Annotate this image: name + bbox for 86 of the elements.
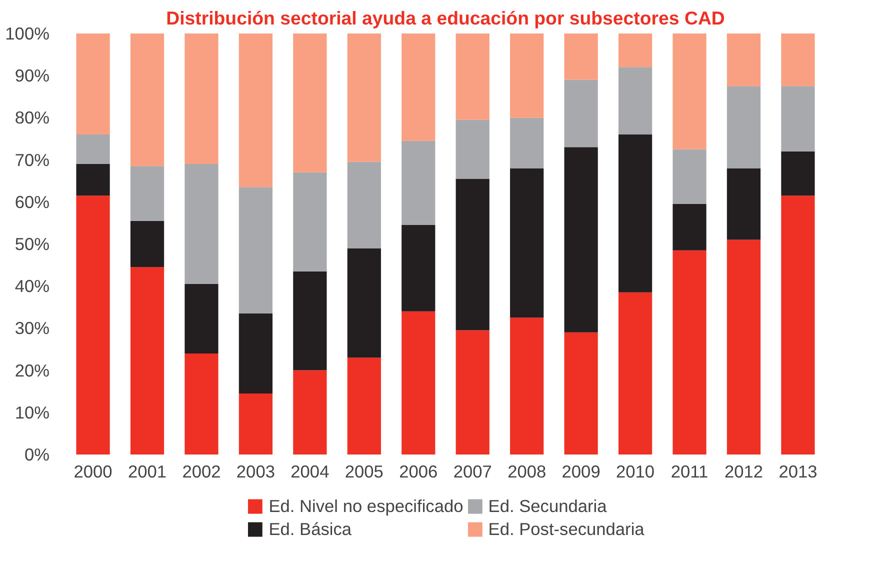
bar bbox=[726, 86, 761, 168]
bar bbox=[238, 393, 273, 454]
bar bbox=[130, 166, 164, 221]
y-tick-label: 100% bbox=[5, 24, 50, 44]
x-tick-label: 2005 bbox=[344, 462, 384, 482]
y-tick-label: 20% bbox=[14, 360, 50, 380]
bar bbox=[402, 34, 436, 141]
bar bbox=[130, 267, 164, 454]
x-tick-label: 2002 bbox=[182, 462, 221, 482]
bar bbox=[672, 34, 706, 150]
bar bbox=[564, 34, 598, 80]
bar bbox=[347, 34, 381, 162]
bar bbox=[510, 168, 544, 318]
bar bbox=[238, 187, 273, 314]
legend-label: Ed. Secundaria bbox=[488, 496, 607, 516]
bar bbox=[618, 34, 652, 68]
bar bbox=[76, 134, 110, 164]
bar bbox=[347, 358, 381, 454]
x-tick-label: 2013 bbox=[778, 462, 818, 482]
bar bbox=[564, 147, 598, 332]
y-tick-label: 30% bbox=[14, 318, 50, 338]
bar bbox=[564, 332, 598, 454]
y-tick-label: 40% bbox=[14, 276, 50, 296]
bar bbox=[76, 164, 110, 196]
legend-label: Ed. Post-secundaria bbox=[488, 518, 644, 540]
bar bbox=[130, 34, 164, 166]
y-tick-label: 80% bbox=[14, 108, 50, 128]
bar bbox=[456, 330, 490, 454]
bar bbox=[402, 311, 436, 454]
bar bbox=[184, 353, 218, 454]
bar bbox=[510, 34, 544, 118]
bar bbox=[726, 240, 761, 454]
y-tick-label: 0% bbox=[24, 444, 50, 464]
bar bbox=[781, 151, 815, 196]
bar bbox=[781, 86, 815, 152]
bar bbox=[456, 178, 490, 330]
bar bbox=[347, 248, 381, 358]
bar bbox=[672, 250, 706, 454]
bar bbox=[510, 318, 544, 454]
y-tick-label: 60% bbox=[14, 192, 50, 212]
bar bbox=[293, 172, 327, 272]
bar bbox=[293, 34, 327, 172]
x-tick-label: 2001 bbox=[128, 462, 167, 482]
bar bbox=[347, 162, 381, 248]
x-tick-label: 2011 bbox=[670, 462, 708, 482]
bar bbox=[672, 149, 706, 204]
x-tick-label: 2012 bbox=[724, 462, 764, 482]
bar bbox=[564, 80, 598, 148]
bar bbox=[76, 196, 110, 454]
x-tick-label: 2003 bbox=[236, 462, 275, 482]
bar bbox=[184, 164, 218, 284]
bar bbox=[402, 140, 436, 226]
bar bbox=[238, 34, 273, 188]
bar bbox=[456, 120, 490, 179]
bar bbox=[238, 313, 273, 394]
legend-label: Ed. Nivel no especificado bbox=[268, 496, 464, 516]
bar bbox=[726, 168, 761, 240]
bar bbox=[672, 204, 706, 250]
x-tick-label: 2009 bbox=[562, 462, 600, 482]
bar bbox=[618, 134, 652, 292]
bar bbox=[130, 220, 164, 268]
y-tick-label: 90% bbox=[14, 66, 50, 86]
x-tick-label: 2008 bbox=[508, 462, 546, 482]
chart-title: Distribución sectorial ayuda a educación por subsectores CAD bbox=[166, 8, 725, 28]
bar bbox=[293, 370, 327, 454]
bar bbox=[456, 34, 490, 120]
bar bbox=[726, 34, 761, 86]
x-tick-label: 2010 bbox=[616, 462, 655, 482]
x-tick-label: 2004 bbox=[290, 462, 330, 482]
x-tick-label: 2007 bbox=[453, 462, 492, 482]
bar bbox=[184, 34, 218, 164]
bar bbox=[293, 271, 327, 370]
y-tick-label: 70% bbox=[14, 150, 50, 170]
bar bbox=[184, 284, 218, 354]
bar bbox=[402, 225, 436, 312]
y-tick-label: 50% bbox=[14, 234, 50, 254]
y-tick-label: 10% bbox=[14, 402, 50, 422]
legend-label: Ed. Básica bbox=[268, 518, 352, 540]
bar bbox=[781, 34, 815, 86]
bar bbox=[618, 292, 652, 454]
bar bbox=[618, 67, 652, 135]
x-tick-label: 2006 bbox=[399, 462, 438, 482]
bar bbox=[76, 34, 110, 135]
x-tick-label: 2000 bbox=[74, 462, 112, 482]
bar bbox=[510, 118, 544, 168]
bar bbox=[781, 196, 815, 454]
